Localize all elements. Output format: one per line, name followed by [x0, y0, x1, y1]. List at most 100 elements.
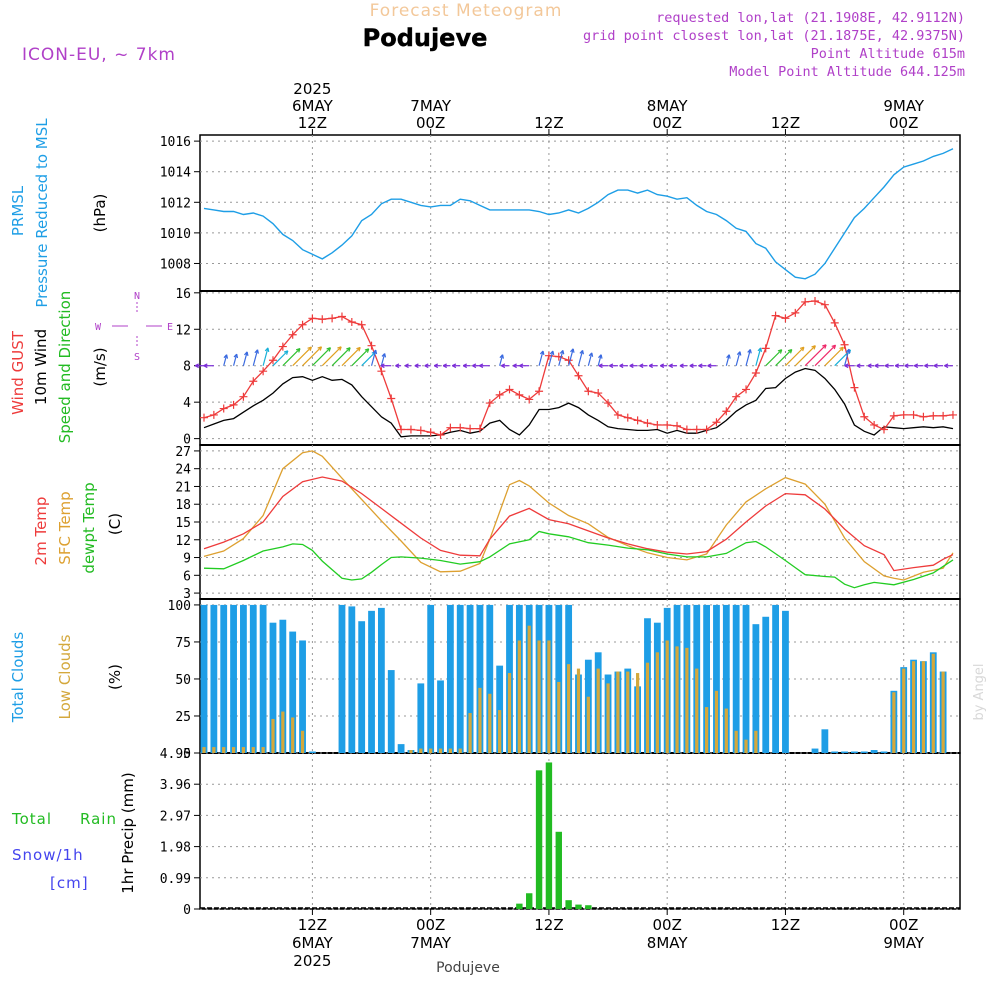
requested-coords: requested lon,lat (21.1908E, 42.9112N)	[656, 10, 965, 26]
gust-marker	[574, 371, 583, 380]
total-cloud-bar	[782, 610, 789, 753]
low-cloud-bar	[429, 748, 433, 753]
time-label-top: 9MAY	[883, 97, 925, 115]
wind-arrow-head	[639, 363, 644, 369]
label-low-clouds: Low Clouds	[56, 634, 74, 719]
gust-marker	[919, 412, 928, 421]
time-label-bottom: 12Z	[298, 916, 327, 934]
wind-direction-arrow	[548, 350, 554, 366]
gust-marker	[209, 410, 218, 419]
time-label-top: 00Z	[416, 114, 445, 132]
credit: by Angel	[972, 663, 987, 720]
rain-bar	[565, 900, 572, 909]
wind-arrow-head	[404, 363, 409, 369]
ytick-label: 8	[183, 360, 191, 375]
low-cloud-bar	[645, 662, 650, 753]
wind-arrow-head	[519, 363, 524, 369]
wind-direction-arrow	[745, 349, 751, 366]
wind-arrow-head	[799, 346, 805, 352]
wind-arrow-head	[283, 350, 289, 355]
low-cloud-bar	[911, 661, 916, 753]
gust-marker	[268, 356, 277, 365]
wind-direction-arrow	[804, 344, 827, 367]
gust-marker	[830, 318, 839, 327]
gust-marker	[387, 394, 396, 403]
time-label-bottom: 7MAY	[410, 934, 452, 952]
gust-marker	[653, 420, 662, 429]
gust-marker	[397, 425, 406, 434]
total-cloud-bar	[289, 631, 297, 753]
total-cloud-bar	[742, 604, 750, 753]
ytick-label: 21	[175, 480, 191, 495]
ytick-label: 3	[183, 587, 191, 602]
gust-marker	[909, 410, 918, 419]
ytick-label: 6	[183, 569, 191, 584]
compass-s: S	[134, 352, 140, 363]
low-cloud-bar	[921, 661, 926, 753]
ytick-label: 1016	[160, 135, 191, 150]
total-cloud-bar	[713, 604, 720, 753]
wind-direction-arrow	[568, 348, 574, 366]
wind-arrow-head	[609, 363, 614, 369]
total-cloud-bar	[259, 604, 267, 753]
wind-direction-arrow	[587, 352, 593, 366]
unit-hpa: (hPa)	[91, 194, 109, 233]
ytick-label: 0	[183, 433, 191, 448]
wind-arrow-head	[747, 349, 752, 354]
ytick-label: 25	[175, 710, 191, 725]
low-cloud-bar	[281, 711, 285, 753]
label-pressure-msl: Pressure Reduced to MSL	[33, 118, 51, 308]
wind-arrow-head	[364, 348, 370, 353]
ytick-label: 2.97	[160, 809, 191, 824]
label-total: Total	[11, 810, 52, 828]
unit-ms: (m/s)	[91, 347, 109, 386]
wind-arrow-head	[924, 363, 929, 369]
wind-direction-arrow	[292, 346, 312, 367]
wind-direction-arrow	[843, 348, 850, 366]
gust-marker	[682, 425, 691, 434]
rain-bar	[545, 762, 553, 909]
wind-arrow-head	[698, 363, 703, 369]
compass-w: W	[95, 322, 102, 333]
label-prmsl: PRMSL	[9, 185, 27, 236]
wind-arrow-head	[933, 363, 938, 369]
wind-arrow-head	[264, 347, 270, 352]
time-label-bottom: 12Z	[534, 916, 563, 934]
total-cloud-bar	[427, 604, 435, 753]
gust-marker	[475, 424, 484, 433]
unit-percent: (%)	[106, 664, 124, 690]
wind-arrow-head	[452, 363, 457, 369]
wind-arrow-head	[549, 350, 555, 356]
gust-marker	[259, 367, 268, 376]
gust-marker	[771, 311, 780, 320]
low-cloud-bar	[547, 640, 551, 753]
low-cloud-bar	[458, 748, 462, 753]
low-cloud-bar	[409, 750, 413, 753]
low-cloud-bar	[498, 710, 502, 753]
low-cloud-bar	[616, 671, 620, 753]
gust-marker	[515, 390, 524, 399]
wind-direction-arrow	[252, 349, 259, 366]
gust-marker	[613, 410, 622, 419]
wind-arrow-head	[619, 363, 624, 369]
wind-arrow-head	[462, 363, 468, 369]
total-cloud-bar	[880, 751, 888, 753]
wind-arrow-head	[707, 363, 712, 369]
wind-arrow-head	[512, 363, 517, 369]
wind-arrow-head	[424, 363, 429, 369]
wind-direction-arrow	[351, 348, 370, 367]
wind-arrow-head	[381, 353, 387, 358]
wind-arrow-head	[629, 363, 634, 369]
wind-arrow-head	[579, 349, 585, 355]
gust-marker	[761, 344, 770, 353]
gust-marker	[840, 340, 849, 349]
total-cloud-bar	[249, 604, 257, 753]
wind-arrow-head	[689, 363, 694, 369]
wind-direction-arrow	[824, 346, 844, 367]
gust-marker	[337, 312, 346, 321]
gust-marker	[889, 411, 898, 420]
wind-direction-arrow	[735, 351, 741, 366]
ytick-label: 50	[175, 673, 191, 688]
wind-arrow-head	[777, 349, 783, 354]
